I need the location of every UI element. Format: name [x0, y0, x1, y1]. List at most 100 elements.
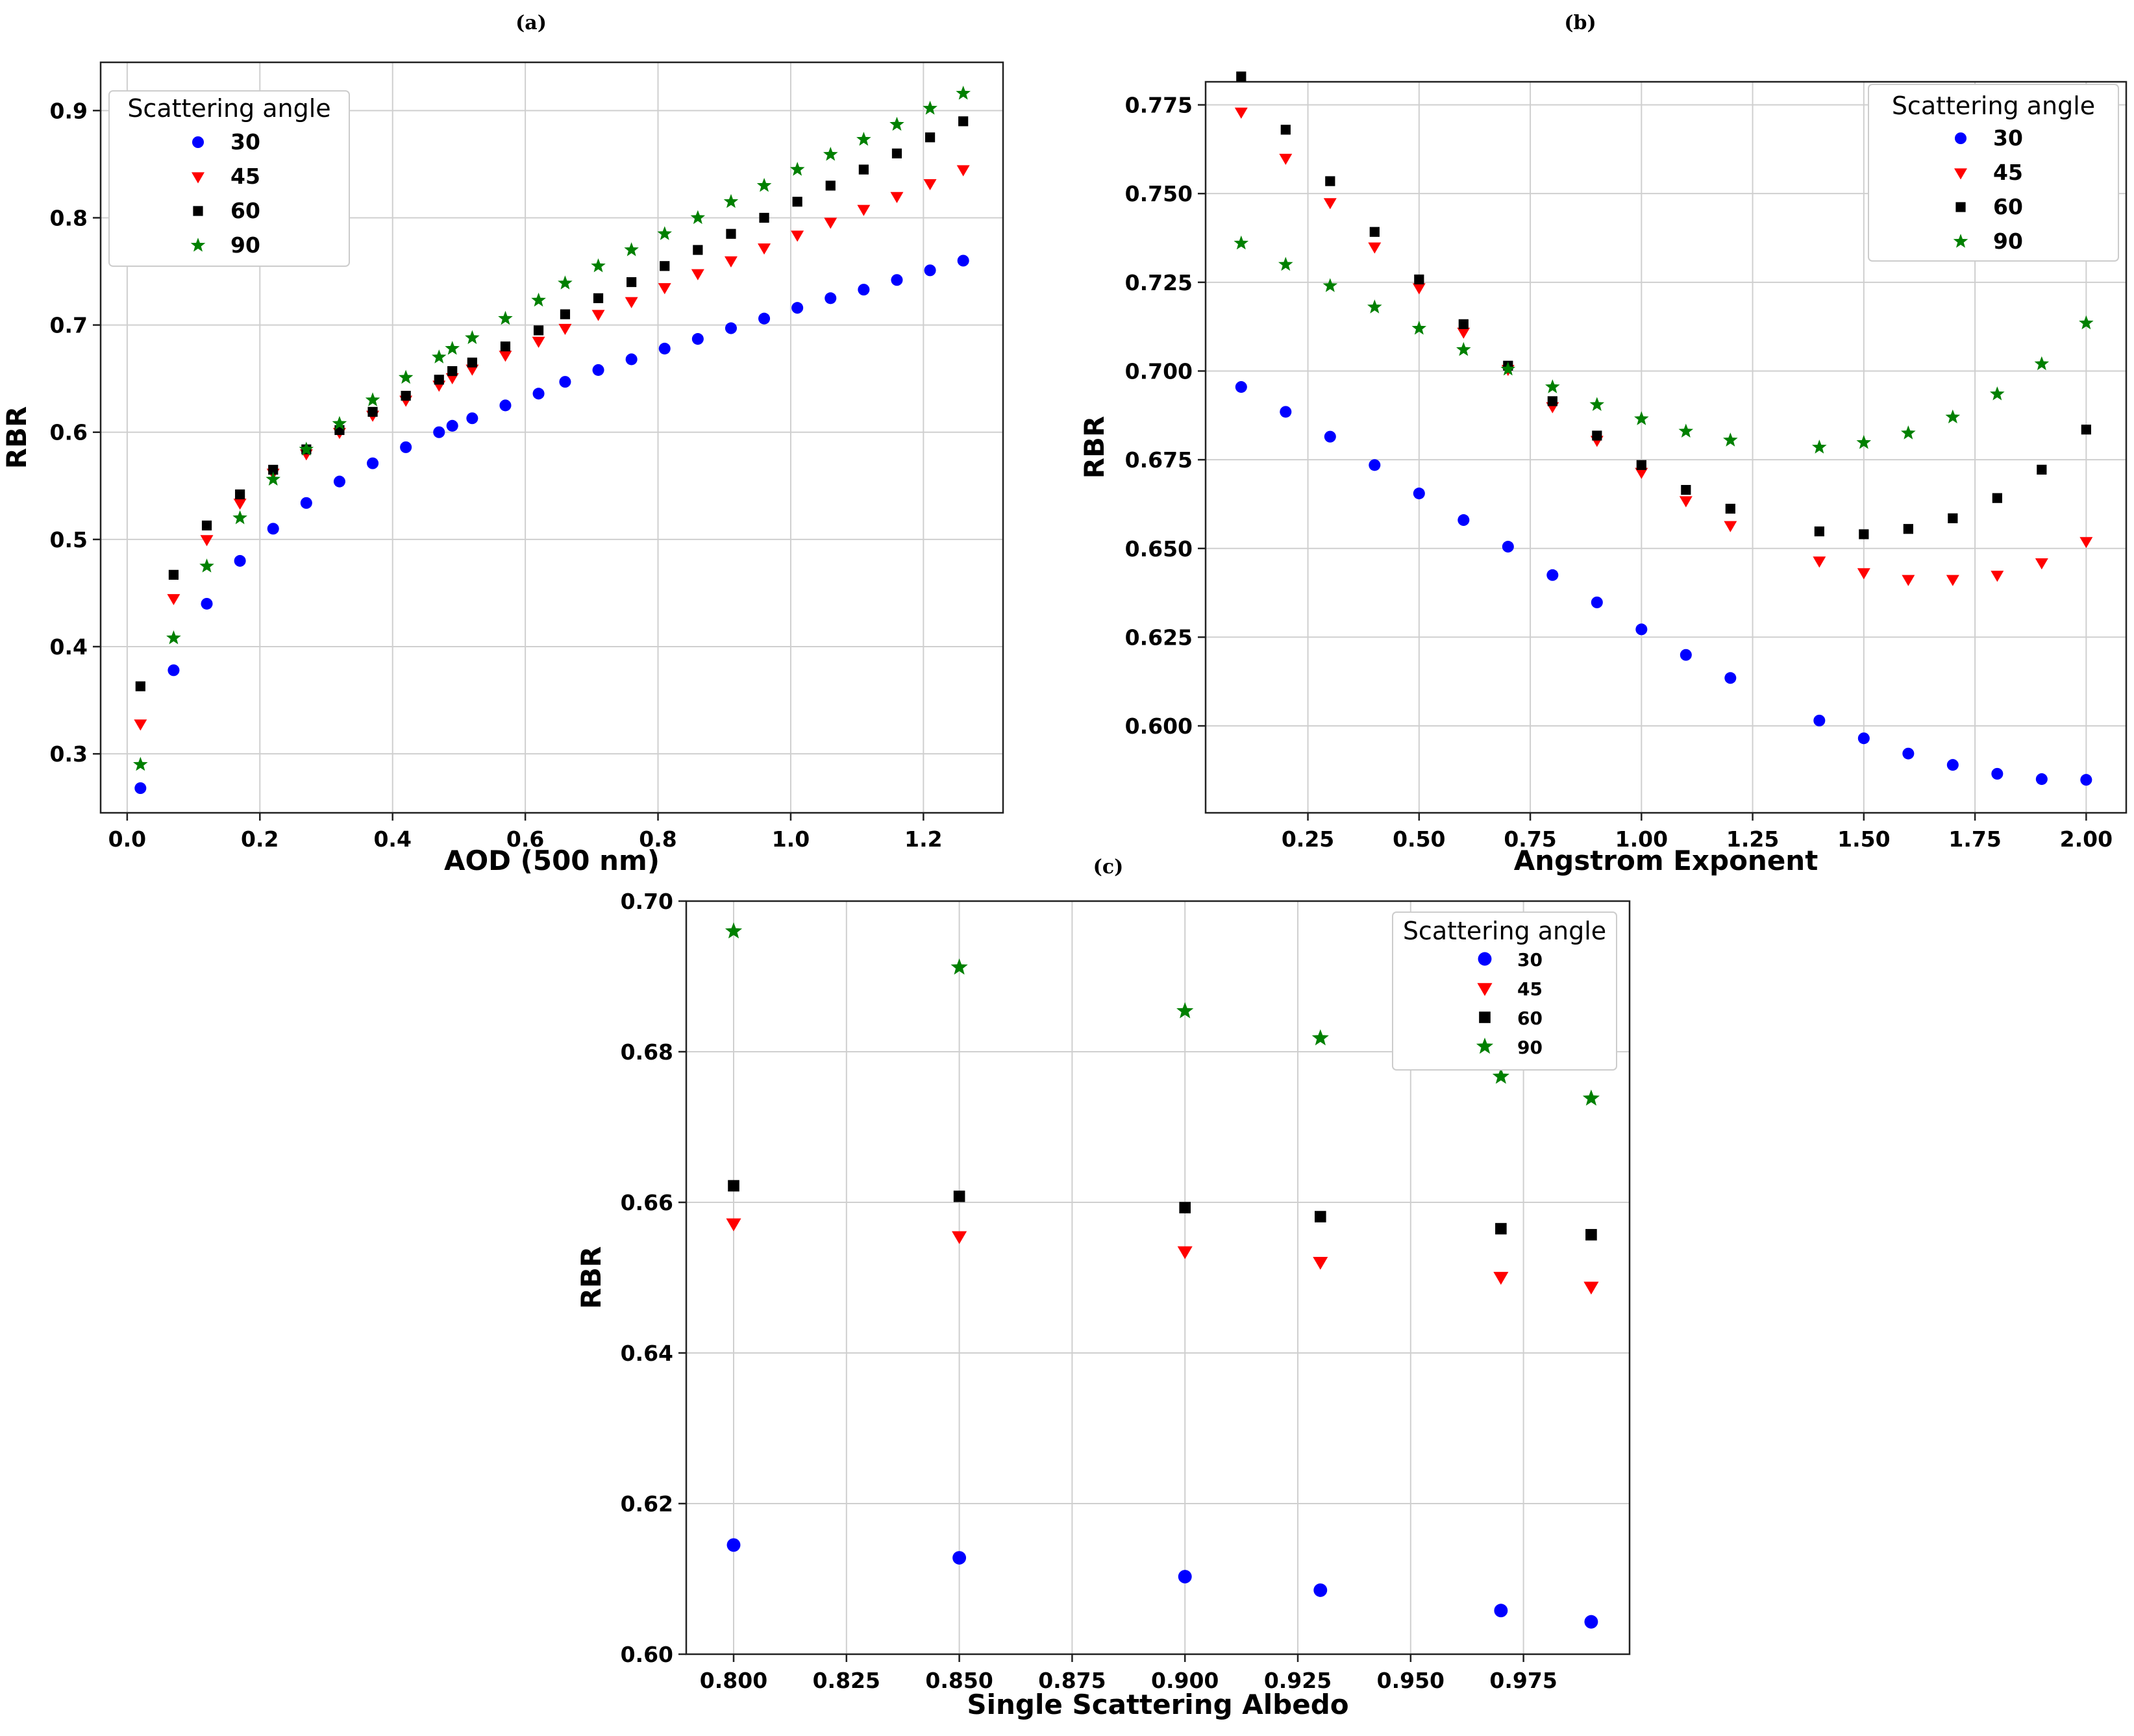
data-point-90	[789, 162, 805, 176]
data-point-30	[446, 419, 458, 432]
data-point-90	[1856, 435, 1872, 449]
legend-marker-30	[1954, 132, 1967, 145]
data-point-60	[593, 293, 604, 303]
data-point-90	[166, 630, 181, 645]
y-tick-label: 0.66	[621, 1190, 673, 1215]
data-point-90	[1234, 235, 1249, 250]
data-point-30	[532, 388, 545, 400]
data-point-60	[1681, 484, 1691, 495]
data-point-90	[2079, 315, 2094, 330]
panel-b: 0.25 0.50 0.75 1.00 1.25 1.50 1.75 2.00 0.600 0.6…	[1078, 12, 2128, 876]
data-point-60	[1992, 493, 2002, 503]
data-point-45	[1679, 496, 1693, 508]
data-point-60	[953, 1190, 965, 1202]
data-point-30	[1324, 430, 1336, 443]
data-point-30	[499, 399, 512, 412]
legend-marker-90	[1476, 1037, 1494, 1054]
data-point-45	[1313, 1256, 1328, 1270]
data-point-90	[756, 178, 772, 192]
data-point-30	[791, 302, 804, 314]
data-point-30	[1280, 406, 1292, 418]
data-point-45	[134, 719, 147, 731]
data-point-45	[1946, 575, 1959, 586]
legend-entry-45: 45	[1993, 160, 2023, 185]
data-point-45	[591, 310, 605, 321]
y-tick-label: 0.600	[1125, 713, 1193, 739]
data-point-60	[201, 520, 212, 531]
data-point-90	[1500, 361, 1516, 376]
data-point-60	[2037, 464, 2047, 475]
data-point-60	[434, 375, 444, 385]
data-point-90	[1990, 386, 2005, 401]
legend-marker-60	[193, 206, 203, 216]
data-point-60	[660, 261, 670, 271]
data-point-30	[1635, 623, 1648, 636]
y-tick-label: 0.5	[50, 527, 88, 552]
data-point-60	[2081, 425, 2091, 435]
data-point-30	[267, 523, 279, 535]
data-point-30	[1546, 569, 1559, 581]
legend-marker-45	[1477, 983, 1493, 997]
data-point-45	[2035, 558, 2048, 570]
data-point-60	[1859, 529, 1869, 539]
x-tick-label: 0.6	[506, 826, 544, 852]
data-point-30	[1178, 1570, 1192, 1583]
legend-entry-60: 60	[1517, 1008, 1543, 1029]
data-point-45	[1368, 242, 1382, 254]
data-point-60	[627, 277, 637, 288]
y-tick-label: 0.725	[1125, 270, 1193, 295]
data-point-45	[1583, 1282, 1599, 1295]
data-point-30	[466, 412, 478, 425]
data-point-45	[952, 1231, 967, 1245]
data-point-30	[858, 284, 870, 296]
data-point-90	[398, 369, 414, 384]
data-point-90	[2034, 356, 2050, 371]
data-point-45	[532, 336, 545, 348]
x-tick-label: 0.900	[1151, 1668, 1219, 1693]
data-point-45	[1323, 198, 1337, 210]
x-tick-label: 0.25	[1282, 826, 1334, 852]
data-point-90	[1678, 423, 1694, 438]
data-point-30	[2080, 774, 2092, 786]
data-point-60	[1414, 274, 1424, 285]
data-point-30	[234, 554, 246, 567]
data-point-60	[1458, 319, 1469, 329]
data-point-45	[691, 269, 704, 280]
data-point-60	[858, 164, 869, 175]
data-point-60	[1236, 71, 1247, 82]
data-point-30	[1313, 1583, 1328, 1597]
legend-title: Scattering angle	[1403, 917, 1606, 945]
data-point-30	[1369, 459, 1381, 471]
x-tick-label: 1.2	[904, 826, 942, 852]
legend-marker-30	[1478, 952, 1492, 966]
data-point-30	[625, 353, 638, 366]
y-tick-label: 0.775	[1125, 93, 1193, 118]
data-point-90	[1176, 1002, 1194, 1019]
y-tick-label: 0.650	[1125, 536, 1193, 562]
y-tick-label: 0.750	[1125, 181, 1193, 206]
data-point-60	[726, 229, 736, 239]
data-point-60	[693, 245, 703, 255]
panel-c: 0.800 0.825 0.850 0.875 0.900 0.925 0.950 0.975…	[575, 856, 1631, 1720]
data-point-90	[1589, 397, 1605, 411]
data-point-60	[825, 180, 836, 191]
panel-a: 0.0 0.2 0.4 0.6 0.8 1.0 1.2 0.3 0.4 0.5 0.6 0.7 0.8 0…	[1, 12, 1004, 876]
legend-box	[108, 90, 350, 267]
legend-entry-60: 60	[230, 198, 260, 223]
data-point-90	[657, 226, 672, 240]
data-point-90	[332, 415, 347, 430]
data-point-30	[891, 274, 903, 286]
data-point-60	[467, 357, 477, 367]
legend-marker-60	[1955, 202, 1966, 212]
plot-frame	[99, 61, 1004, 814]
data-point-90	[889, 116, 904, 131]
data-point-30	[1235, 381, 1247, 393]
data-point-90	[690, 210, 706, 225]
legend-marker-60	[1479, 1011, 1491, 1023]
x-tick-label: 1.50	[1837, 826, 1890, 852]
data-point-60	[235, 489, 245, 500]
y-axis-label: RBR	[1, 406, 32, 469]
data-point-90	[1367, 299, 1382, 314]
data-point-45	[200, 535, 214, 547]
